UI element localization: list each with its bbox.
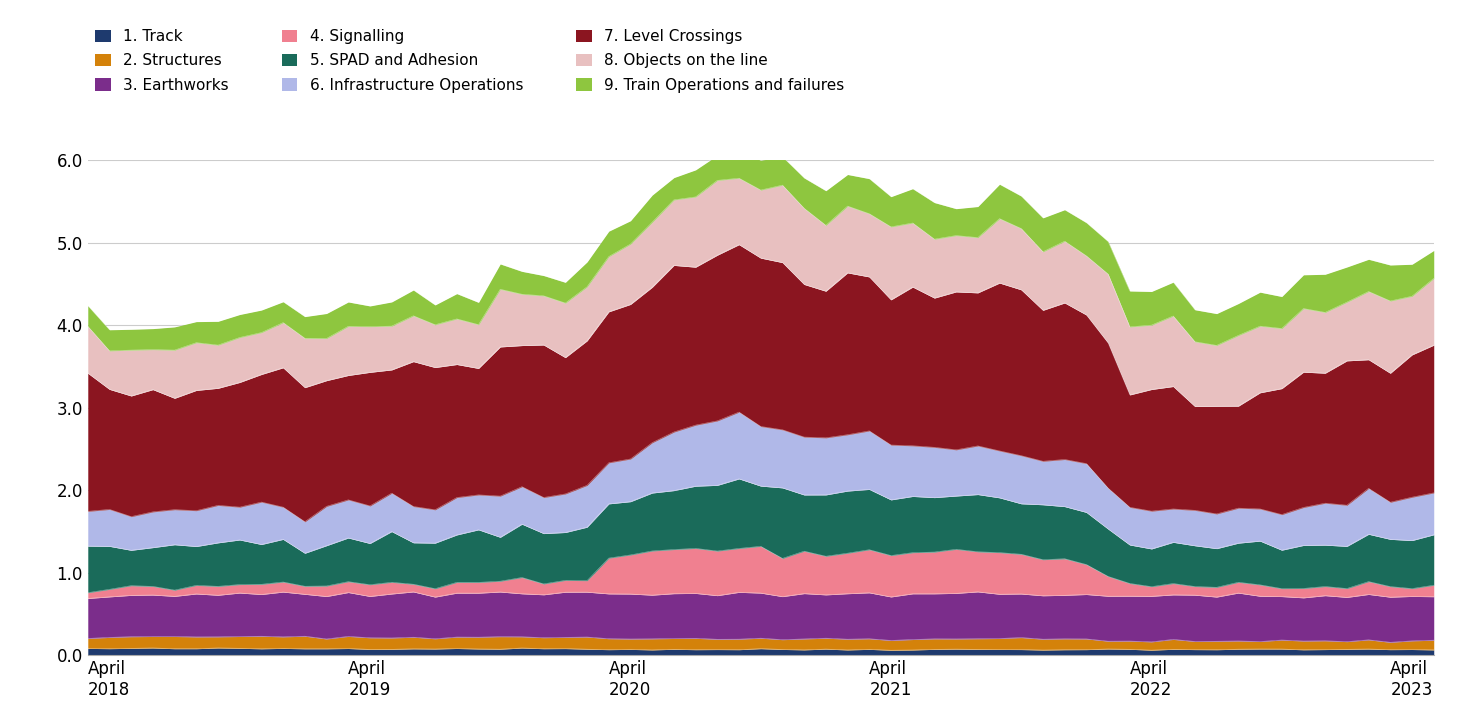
Legend: 1. Track, 2. Structures, 3. Earthworks, 4. Signalling, 5. SPAD and Adhesion, 6. : 1. Track, 2. Structures, 3. Earthworks, … (95, 29, 844, 92)
